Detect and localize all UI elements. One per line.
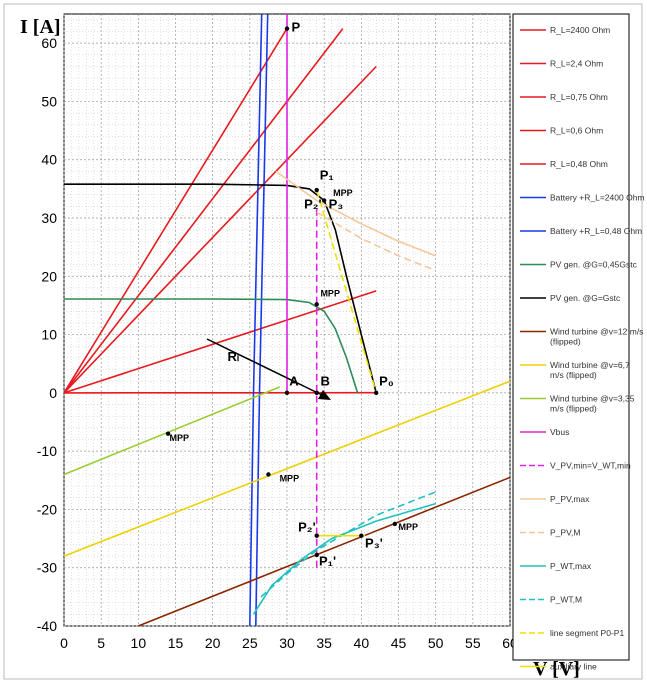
legend-label: line segment P0-P1 [550,628,624,638]
legend-box [512,13,630,661]
series-line-14 [275,170,436,257]
annotation-label: P₀ [379,373,394,388]
y-tick-label: 40 [41,152,57,168]
x-tick-label: 20 [205,635,221,651]
y-tick-label: 30 [41,210,57,226]
y-tick-label: -10 [37,443,57,459]
y-axis-title: I [A] [20,16,61,38]
data-point-marker [374,390,379,396]
data-point-marker [321,198,327,203]
legend: R_L=2400 Ohm R_L=2,4 Ohm R_L=0,75 Ohm R_L=0… [520,25,645,672]
annotation-label: P₁ [320,168,334,183]
series-line-10 [63,380,511,557]
series-line-18 [315,189,377,394]
data-point-marker [314,187,319,193]
legend-label: R_L=2400 Ohm [550,25,610,35]
series-line-5 [249,13,263,627]
data-point-marker [266,472,271,477]
data-point-marker [359,533,364,538]
x-tick-label: 10 [131,635,147,651]
legend-label: V_PV,min=V_WT,min [550,461,631,471]
x-tick-label: 40 [354,635,370,651]
annotation-label: P₂' [298,520,316,535]
data-point-marker [284,390,290,396]
x-tick-label: 5 [97,635,105,651]
annotation-label: P₁' [319,553,336,568]
outer-frame [3,3,643,680]
series-line-4 [63,28,288,394]
series-line-17 [260,491,436,598]
y-tick-label: 10 [41,327,57,343]
annotation-label: MPP [280,473,300,483]
legend-label: R_L=2,4 Ohm [550,59,603,69]
series-line-7 [64,298,359,394]
series-line-9 [138,476,511,627]
legend-label: Battery +R_L=0,48 Ohm [550,226,642,236]
legend-label: P_WT,max [550,561,592,571]
legend-label: R_L=0,48 Ohm [550,159,608,169]
legend-label: R_L=0,75 Ohm [550,92,608,102]
y-tick-label: -30 [37,560,57,576]
data-point-marker [165,431,171,436]
rl-arrow-head [318,390,331,400]
rl-arrow-line [206,338,323,396]
x-tick-label: 25 [242,635,258,651]
legend-label: Vbus [550,427,569,437]
annotation-label: P [291,19,300,34]
y-tick-label: 20 [41,268,57,284]
x-tick-label: 45 [391,635,407,651]
x-tick-label: 35 [316,635,332,651]
annotation-label: Rₗ [228,349,240,364]
data-point-marker [284,26,290,31]
legend-label: PV gen. @G=0,45Gstc [550,260,638,270]
legend-label: Battery +R_L=2400 Ohm [550,193,645,203]
annotation-label: MPP [399,522,419,532]
annotation-label: MPP [320,289,340,299]
legend-label: Wind turbine @v=6,7 m/s (flipped) [550,360,630,380]
legend-label: P_WT,M [550,595,582,605]
data-point-marker [314,552,319,558]
data-point-marker [314,533,319,538]
y-tick-label: 50 [41,93,57,109]
series-line-6 [255,13,269,627]
legend-label: R_L=0,6 Ohm [550,126,603,136]
x-tick-label: 15 [168,635,184,651]
y-tick-label: -40 [37,618,57,634]
annotation-label: B [320,373,329,388]
legend-label: auxiliary line [550,662,597,672]
data-point-marker [392,521,397,527]
x-tick-label: 55 [465,635,481,651]
legend-label: PV gen. @G=Gstc [550,293,621,303]
x-axis-title: V [V] [533,658,580,680]
legend-label: Wind turbine @v=12 m/s (flipped) [550,327,643,347]
annotation-label: MPP [170,433,190,443]
x-tick-label: 0 [60,635,68,651]
y-tick-labels: -40 -30 -20 -10 0 10 20 30 40 50 60 [37,35,57,634]
annotation-label: P₃' [365,535,383,550]
legend-label: P_PV,M [550,528,580,538]
series-line-16 [252,502,436,615]
y-tick-label: -20 [37,501,57,517]
series-line-15 [316,211,436,272]
series-line-2 [63,65,377,394]
annotation-label: MPP [333,188,353,198]
series-line-1 [63,290,377,394]
series-line-11 [63,386,280,476]
x-tick-label: 30 [279,635,295,651]
annotation-label: P₃ [329,197,344,212]
series-line-3 [63,28,344,394]
x-tick-label: 50 [428,635,444,651]
data-point-marker [314,302,319,307]
annotation-label: P₂' [304,197,322,212]
legend-label: Wind turbine @v=3,35 m/s (flipped) [550,394,635,414]
y-tick-label: 0 [49,385,57,401]
legend-label: P_PV,max [550,494,590,504]
y-tick-label: 60 [41,35,57,51]
